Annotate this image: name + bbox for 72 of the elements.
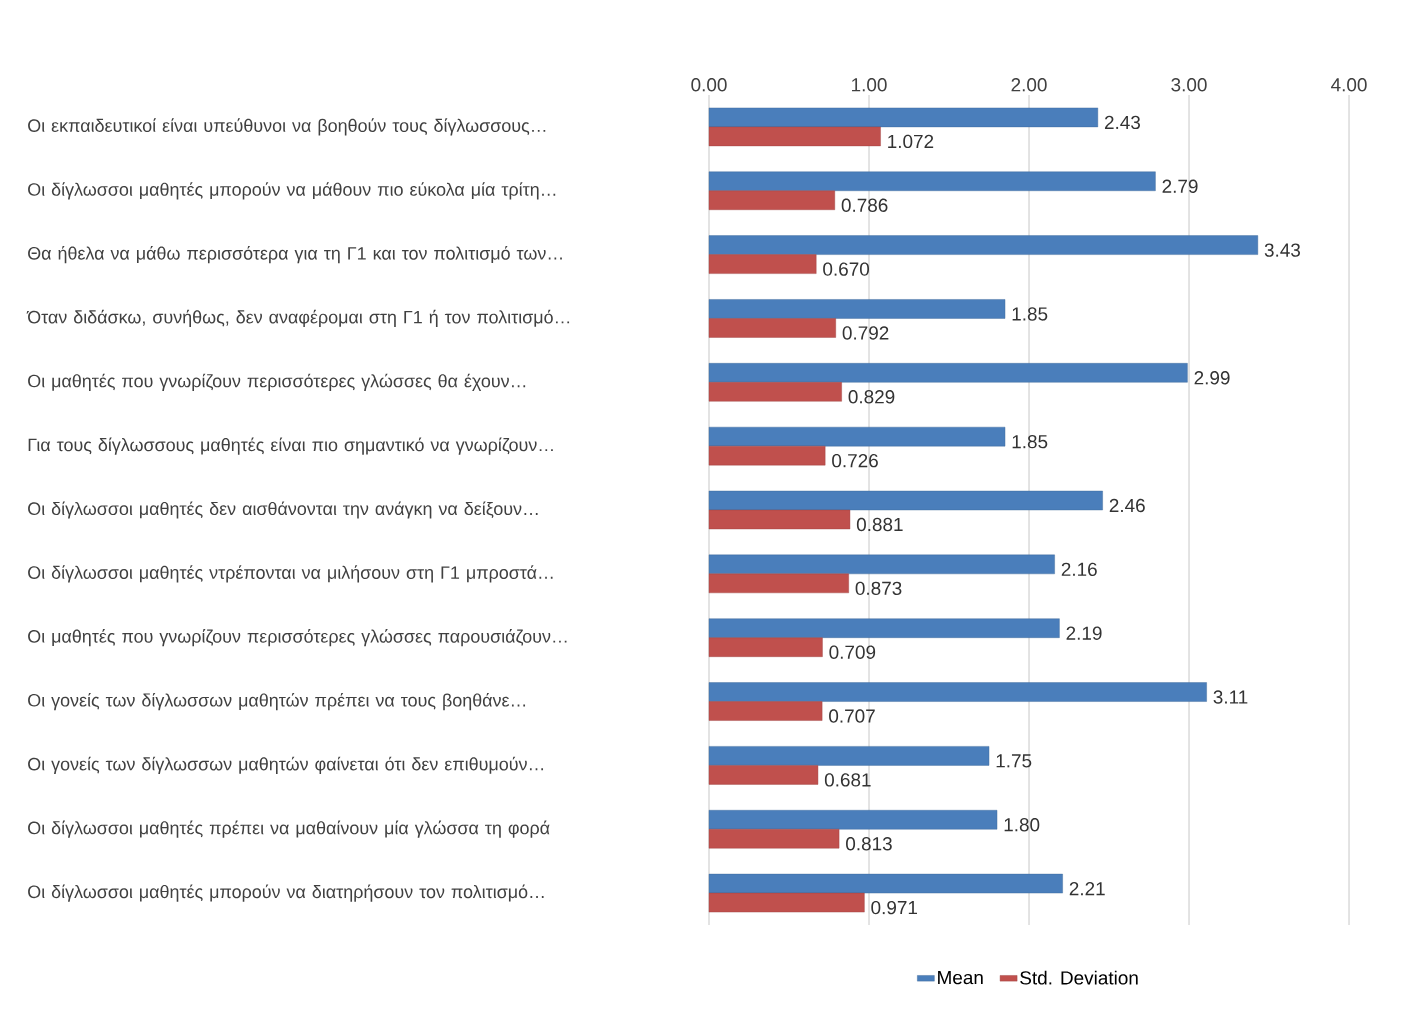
bar — [708, 426, 1006, 447]
y-tick-label: Όταν διδάσκω, συνήθως, δεν αναφέρομαι στη Γ1 ή τον πολιτισμό… — [26, 309, 570, 328]
data-label: 1.85 — [1012, 307, 1048, 321]
y-tick-label: Οι γονείς των δίγλωσσων μαθητών πρέπει να τους βοηθάνε… — [28, 692, 526, 711]
bar — [708, 363, 1188, 383]
bar — [708, 382, 842, 402]
y-tick-label: Θα ήθελα να μάθω περισσότερα για τη Γ1 και τον πολιτισμό των… — [28, 245, 562, 264]
data-label: 2.21 — [1069, 881, 1105, 896]
bar — [708, 299, 1006, 319]
data-label: 3.11 — [1213, 690, 1248, 704]
data-label: 2.46 — [1109, 498, 1145, 513]
bar — [708, 746, 990, 766]
data-label: 0.873 — [855, 581, 902, 596]
legend-label: Mean — [938, 971, 983, 985]
y-tick-label: Οι δίγλωσσοι μαθητές μπορούν να διατηρήσουν τον πολιτισμό… — [28, 884, 544, 902]
bar — [708, 445, 826, 466]
bar — [708, 107, 1099, 128]
y-tick-label: Οι δίγλωσσοι μαθητές πρέπει να μαθαίνουν μία γλώσσα τη φορά — [28, 820, 550, 838]
y-tick-label: Οι γονείς των δίγλωσσων μαθητών φαίνεται ότι δεν επιθυμούν… — [28, 756, 544, 774]
x-tick-label: 1.00 — [852, 78, 887, 92]
data-label: 0.681 — [824, 773, 871, 787]
data-label: 1.75 — [996, 754, 1032, 768]
data-label: 1.80 — [1004, 818, 1040, 832]
bar — [708, 765, 819, 785]
data-label: 2.79 — [1162, 179, 1198, 193]
data-label: 0.707 — [829, 709, 875, 723]
y-tick-label: Οι εκπαιδευτικοί είναι υπεύθυνοι να βοηθούν τους δίγλωσσους… — [28, 118, 546, 136]
bar — [708, 618, 1060, 638]
bar — [708, 829, 840, 849]
bar — [708, 171, 1156, 191]
data-label: 2.43 — [1104, 115, 1141, 130]
y-tick-label: Οι δίγλωσσοι μαθητές ντρέπονται να μιλήσουν στη Γ1 μπροστά… — [28, 565, 553, 583]
bar — [708, 892, 865, 913]
bar — [708, 637, 823, 657]
data-label: 2.19 — [1066, 626, 1102, 640]
bar — [708, 235, 1259, 255]
bar — [708, 490, 1103, 511]
bar — [708, 682, 1207, 702]
data-label: 0.726 — [832, 453, 878, 468]
bar — [708, 573, 849, 594]
data-label: 0.829 — [848, 390, 895, 404]
data-label: 1.85 — [1012, 434, 1048, 449]
data-label: 0.813 — [846, 837, 892, 851]
y-tick-label: Οι μαθητές που γνωρίζουν περισσότερες γλώσσες παρουσιάζουν… — [28, 629, 567, 647]
data-label: 2.16 — [1061, 562, 1097, 577]
data-label: 0.881 — [856, 517, 903, 532]
data-label: 0.971 — [871, 900, 917, 915]
data-label: 2.99 — [1194, 371, 1230, 385]
data-label: 0.709 — [829, 645, 876, 659]
bar — [708, 254, 817, 274]
y-tick-label: Για τους δίγλωσσους μαθητές είναι πιο σημαντικό να γνωρίζουν… — [28, 437, 553, 455]
y-tick-label: Οι δίγλωσσοι μαθητές δεν αισθάνονται την ανάγκη να δείξουν… — [28, 501, 538, 519]
x-tick-label: 3.00 — [1171, 78, 1207, 92]
y-tick-label: Οι δίγλωσσοι μαθητές μπορούν να μάθουν πιο εύκολα μία τρίτη… — [28, 182, 556, 200]
bar — [708, 126, 881, 147]
data-label: 0.670 — [823, 262, 870, 276]
legend-label: Std. Deviation — [1020, 970, 1138, 985]
y-tick-label: Οι μαθητές που γνωρίζουν περισσότερες γλώσσες θα έχουν… — [28, 373, 526, 391]
data-label: 3.43 — [1264, 243, 1301, 257]
x-tick-label: 2.00 — [1011, 78, 1047, 92]
bar — [708, 701, 823, 721]
data-label: 0.786 — [841, 198, 888, 212]
data-label: 1.072 — [888, 134, 934, 149]
bar — [708, 810, 998, 830]
bar — [708, 873, 1063, 894]
bar — [708, 190, 835, 210]
x-tick-label: 4.00 — [1331, 78, 1367, 92]
data-label: 0.792 — [842, 326, 889, 340]
bar — [708, 509, 851, 530]
bar — [708, 554, 1055, 575]
bar — [708, 318, 836, 338]
x-tick-label: 0.00 — [691, 78, 727, 92]
